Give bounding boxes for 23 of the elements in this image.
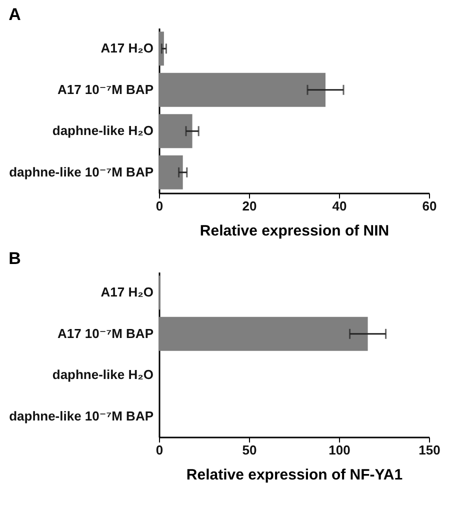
y-tick-label: daphne-like H₂O (52, 367, 154, 382)
y-tick-label: daphne-like H₂O (52, 123, 154, 138)
text: B (8, 249, 21, 268)
x-tick-label: 60 (422, 198, 437, 214)
y-tick-label: A17 10⁻⁷M BAP (57, 82, 154, 97)
x-tick-label: 40 (332, 198, 347, 214)
x-tick-label: 20 (242, 198, 257, 214)
x-tick-label: 50 (242, 442, 257, 458)
bar (159, 72, 326, 107)
x-tick-label: 0 (156, 198, 164, 214)
y-tick-label: A17 H₂O (100, 40, 154, 56)
x-tick-label: 0 (156, 442, 164, 458)
y-tick-label: daphne-like 10⁻⁷M BAP (9, 408, 154, 424)
y-tick-label: A17 H₂O (100, 284, 154, 300)
x-axis-title: Relative expression of NF-YA1 (186, 466, 403, 484)
y-tick-label: daphne-like 10⁻⁷M BAP (9, 164, 154, 180)
x-tick-label: 150 (418, 442, 440, 458)
bar (159, 155, 183, 190)
bar (159, 114, 192, 148)
x-tick-label: 100 (328, 442, 350, 458)
y-tick-label: A17 10⁻⁷M BAP (57, 326, 154, 341)
x-axis-title: Relative expression of NIN (200, 222, 390, 240)
text: A (8, 5, 21, 24)
